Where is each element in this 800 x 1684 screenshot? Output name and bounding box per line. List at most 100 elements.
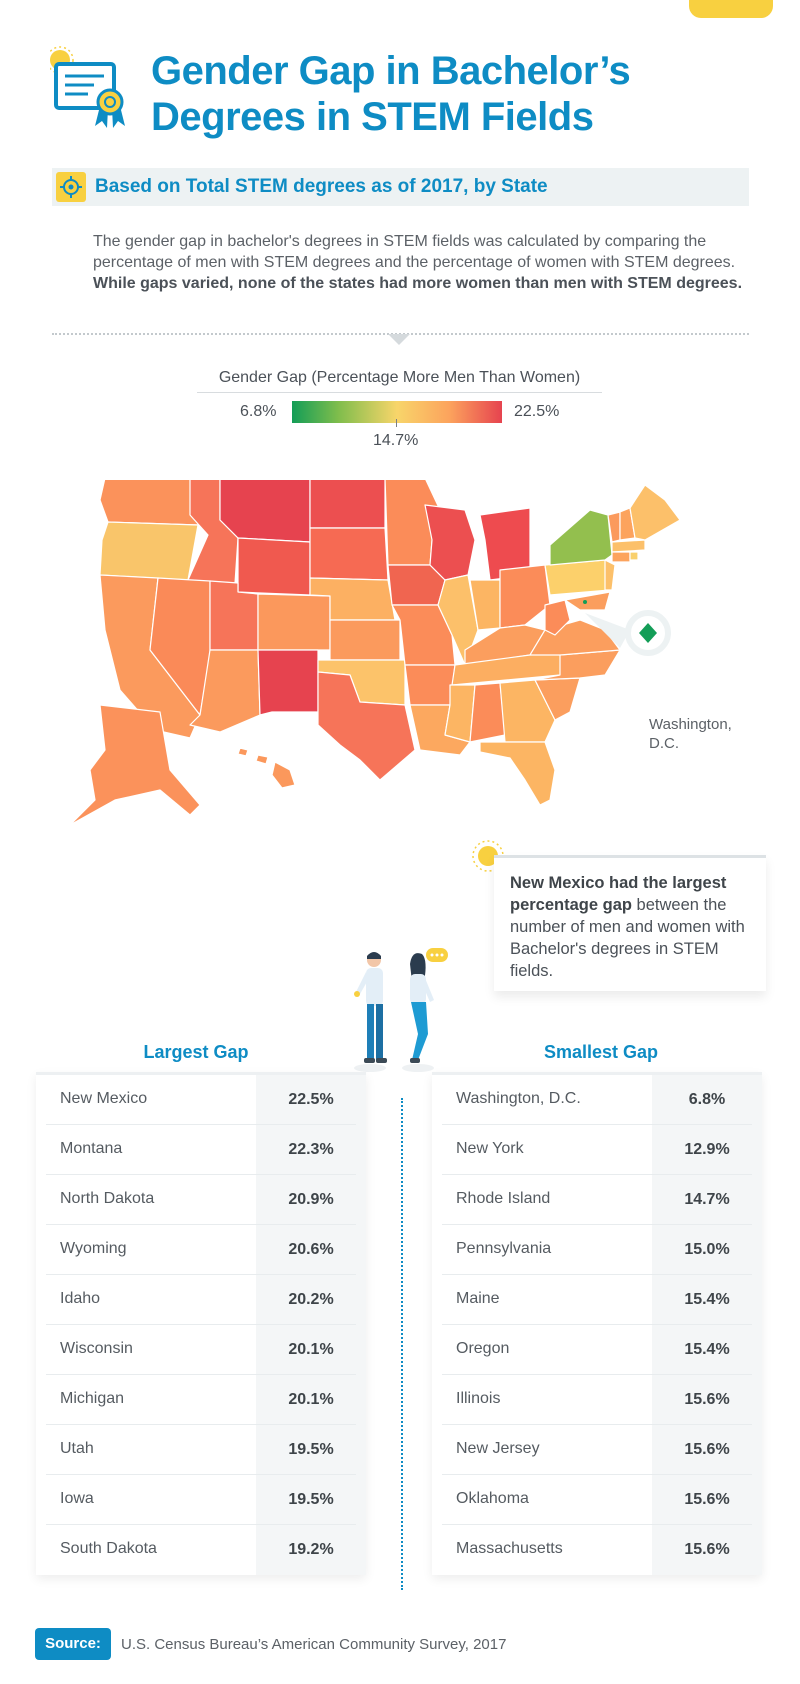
state-arkansas — [404, 664, 456, 706]
state-washington-dc — [639, 623, 657, 643]
gap-value: 15.6% — [652, 1425, 762, 1475]
state-name: Oklahoma — [456, 1490, 529, 1507]
state-rhode-island — [629, 551, 639, 561]
table-divider — [401, 1098, 403, 1590]
top-tab-decoration — [689, 0, 773, 18]
state-name: Illinois — [456, 1390, 501, 1407]
gap-value: 20.1% — [256, 1325, 366, 1375]
state-kansas — [329, 619, 401, 661]
state-name: Washington, D.C. — [456, 1090, 581, 1107]
state-new-jersey — [604, 559, 616, 591]
state-alabama — [469, 682, 506, 743]
state-name: Utah — [60, 1440, 94, 1457]
state-name: Massachusetts — [456, 1540, 563, 1557]
dc-label-line-1: Washington, — [649, 716, 732, 733]
subtitle-banner: Based on Total STEM degrees as of 2017, … — [52, 168, 749, 206]
state-alaska — [69, 704, 201, 826]
legend-min-label: 6.8% — [240, 403, 277, 420]
table-row: Washington, D.C. 6.8% — [432, 1075, 762, 1125]
callout-body-text: between the number of men and women with… — [510, 896, 745, 980]
dc-dot — [583, 600, 587, 604]
table-row: Idaho 20.2% — [36, 1275, 366, 1325]
state-name: New Mexico — [60, 1090, 148, 1107]
state-south-dakota — [309, 527, 389, 581]
row-separator — [46, 1224, 356, 1225]
title-line-1: Gender Gap in Bachelor’s — [151, 49, 631, 93]
state-north-dakota — [309, 480, 386, 529]
legend-underline — [197, 392, 602, 393]
gap-value: 15.6% — [652, 1375, 762, 1425]
state-name: Pennsylvania — [456, 1240, 552, 1257]
page-title: Gender Gap in Bachelor’s Degrees in STEM… — [151, 48, 751, 140]
table-row: Massachusetts 15.6% — [432, 1525, 762, 1575]
smallest-gap-title: Smallest Gap — [543, 1042, 659, 1062]
legend-mid-tick — [396, 419, 397, 427]
table-row: Iowa 19.5% — [36, 1475, 366, 1525]
state-maryland — [564, 591, 611, 611]
dc-label-line-2: D.C. — [649, 735, 679, 752]
source-text: U.S. Census Bureau’s American Community … — [121, 1636, 507, 1653]
state-name: Idaho — [60, 1290, 101, 1307]
state-name: North Dakota — [60, 1190, 155, 1207]
state-name: Wisconsin — [60, 1340, 133, 1357]
state-name: Rhode Island — [456, 1190, 551, 1207]
gap-value: 15.6% — [652, 1475, 762, 1525]
largest-gap-title: Largest Gap — [143, 1042, 249, 1062]
state-new-mexico — [257, 649, 319, 716]
certificate-icon — [50, 46, 125, 128]
state-washington — [99, 480, 201, 526]
table-row: Maine 15.4% — [432, 1275, 762, 1325]
us-choropleth-map — [69, 480, 681, 826]
row-separator — [46, 1374, 356, 1375]
state-name: Oregon — [456, 1340, 510, 1357]
row-separator — [442, 1274, 752, 1275]
callout-box: New Mexico had the largest percentage ga… — [494, 855, 766, 991]
divider-notch — [388, 334, 410, 345]
row-separator — [46, 1324, 356, 1325]
table-row: Montana 22.3% — [36, 1125, 366, 1175]
table-row: Utah 19.5% — [36, 1425, 366, 1475]
table-row: New Mexico 22.5% — [36, 1075, 366, 1125]
gap-value: 15.0% — [652, 1225, 762, 1275]
table-row: Michigan 20.1% — [36, 1375, 366, 1425]
row-separator — [442, 1424, 752, 1425]
row-separator — [442, 1224, 752, 1225]
state-name: South Dakota — [60, 1540, 157, 1557]
intro-text: The gender gap in bachelor's degrees in … — [93, 233, 736, 271]
legend-title: Gender Gap (Percentage More Men Than Wom… — [218, 369, 581, 386]
largest-gap-table: New Mexico 22.5% Montana 22.3% North Dakota 2… — [36, 1072, 366, 1575]
state-name: Michigan — [60, 1390, 125, 1407]
intro-paragraph: The gender gap in bachelor's degrees in … — [93, 231, 743, 294]
state-georgia — [499, 679, 556, 743]
gap-value: 19.2% — [256, 1525, 366, 1575]
row-separator — [46, 1474, 356, 1475]
state-montana — [219, 480, 311, 543]
state-ohio — [499, 564, 551, 629]
state-connecticut — [611, 551, 631, 563]
dc-label: Washington, D.C. — [649, 715, 732, 753]
row-separator — [46, 1424, 356, 1425]
state-massachusetts — [611, 539, 646, 553]
row-separator — [442, 1524, 752, 1525]
subtitle-text: Based on Total STEM degrees as of 2017, … — [95, 176, 548, 197]
state-oregon — [99, 521, 199, 581]
row-separator — [46, 1174, 356, 1175]
source-badge: Source: — [35, 1628, 111, 1660]
state-west-virginia — [544, 599, 571, 636]
state-name: New Jersey — [456, 1440, 540, 1457]
legend-max-label: 22.5% — [514, 403, 560, 420]
gap-value: 20.2% — [256, 1275, 366, 1325]
state-new-york — [549, 509, 613, 566]
state-maine — [629, 484, 681, 541]
table-row: New York 12.9% — [432, 1125, 762, 1175]
gap-value: 20.6% — [256, 1225, 366, 1275]
row-separator — [46, 1274, 356, 1275]
smallest-gap-table: Washington, D.C. 6.8% New York 12.9% Rhode I… — [432, 1072, 762, 1575]
gap-value: 15.6% — [652, 1525, 762, 1575]
state-name: Maine — [456, 1290, 500, 1307]
row-separator — [46, 1124, 356, 1125]
gap-value: 14.7% — [652, 1175, 762, 1225]
intro-bold-text: While gaps varied, none of the states ha… — [93, 275, 743, 292]
gap-value: 15.4% — [652, 1325, 762, 1375]
people-illustration — [354, 948, 448, 1072]
